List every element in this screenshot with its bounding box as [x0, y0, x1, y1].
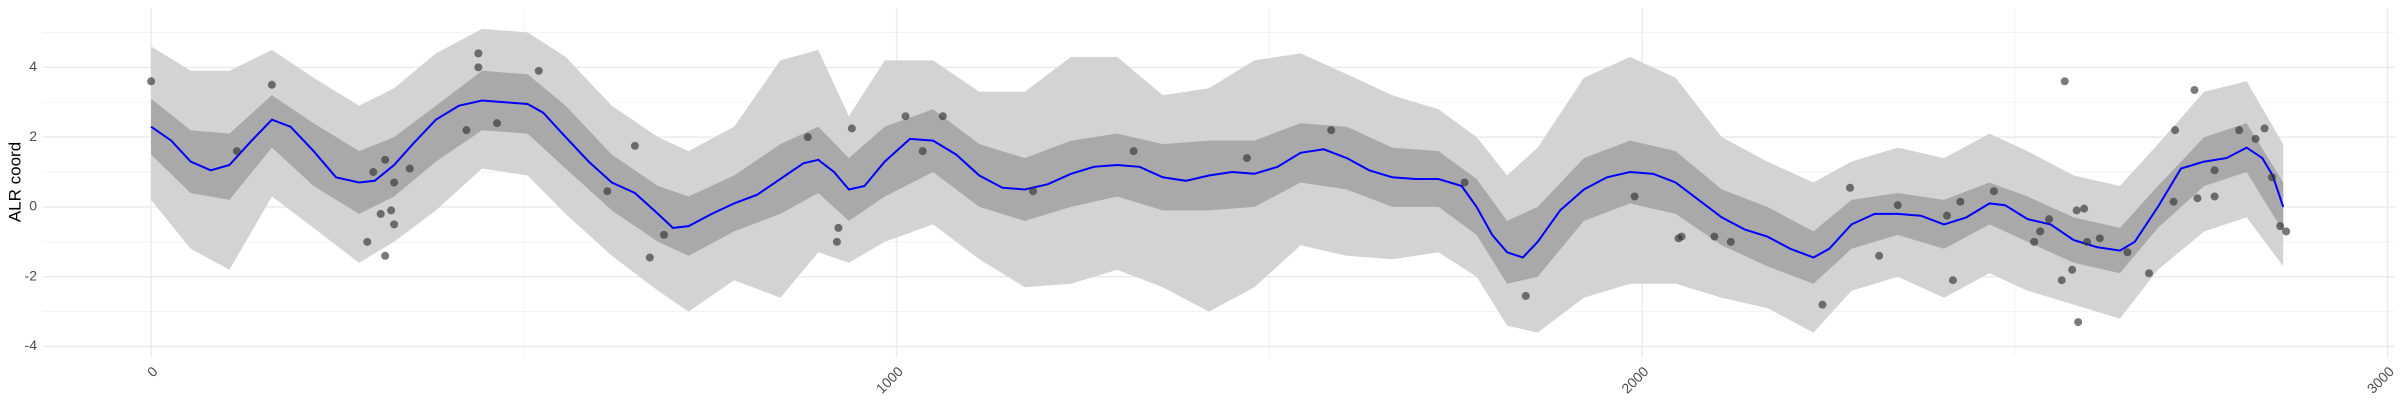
data-point [2080, 204, 2089, 213]
data-point [1521, 291, 1530, 300]
data-point [381, 155, 390, 164]
data-point [630, 141, 639, 150]
lines [150, 99, 2285, 259]
data-point [492, 119, 501, 128]
data-point [363, 237, 372, 246]
data-point [369, 168, 378, 177]
data-point [390, 178, 399, 187]
data-point [2074, 318, 2083, 327]
data-point [1460, 178, 1469, 187]
data-point [659, 230, 668, 239]
data-point [267, 80, 276, 89]
data-point [901, 112, 910, 121]
data-point [1630, 192, 1639, 201]
data-point [1893, 201, 1902, 210]
data-point [376, 209, 385, 218]
data-point [2095, 234, 2104, 243]
data-point [847, 124, 856, 133]
y-tick-label: 0 [29, 198, 37, 214]
data-point [2144, 269, 2153, 278]
y-tick-label: 4 [29, 58, 37, 74]
y-tick-label: -2 [25, 267, 38, 283]
data-point [474, 49, 483, 58]
data-point [405, 164, 414, 173]
data-point [1875, 251, 1884, 260]
data-point [2171, 126, 2180, 135]
y-tick-label: 2 [29, 128, 37, 144]
data-point [1818, 300, 1827, 309]
data-point [1846, 183, 1855, 192]
data-point [381, 251, 390, 260]
y-tick-label: -4 [25, 337, 38, 353]
data-point [2036, 227, 2045, 236]
data-point [2260, 124, 2269, 133]
data-point [645, 253, 654, 262]
data-point [1710, 232, 1719, 241]
points [147, 49, 2291, 327]
data-point [834, 223, 843, 232]
x-tick-label: 0 [144, 363, 161, 380]
data-point [2251, 134, 2260, 143]
data-point [1029, 187, 1038, 196]
data-point [2169, 197, 2178, 206]
data-point [2235, 126, 2244, 135]
data-point [2267, 173, 2276, 182]
data-point [1677, 232, 1686, 241]
mean-line [150, 99, 2285, 259]
data-point [2030, 237, 2039, 246]
x-tick-label: 3000 [2364, 363, 2397, 396]
x-tick-label: 1000 [873, 363, 906, 396]
data-point [1129, 147, 1138, 156]
data-point [1948, 276, 1957, 285]
data-point [803, 133, 812, 142]
data-point [2072, 206, 2081, 215]
data-point [1327, 126, 1336, 135]
data-point [1942, 211, 1951, 220]
data-point [1242, 154, 1251, 163]
data-point [2060, 77, 2069, 86]
data-point [474, 63, 483, 72]
data-point [832, 237, 841, 246]
data-point [1726, 237, 1735, 246]
x-tick-label: 2000 [1618, 363, 1651, 396]
data-point [2083, 237, 2092, 246]
data-point [462, 126, 471, 135]
data-point [2123, 248, 2132, 257]
data-point [2068, 265, 2077, 274]
bands [151, 28, 2284, 333]
data-point [603, 187, 612, 196]
data-point [2190, 86, 2199, 95]
data-point [918, 147, 927, 156]
data-point [2057, 276, 2066, 285]
data-point [2210, 192, 2219, 201]
data-point [2193, 194, 2202, 203]
data-point [1956, 197, 1965, 206]
data-point [2276, 222, 2285, 231]
data-point [938, 112, 947, 121]
data-point [390, 220, 399, 229]
data-point [232, 147, 241, 156]
data-point [2210, 166, 2219, 175]
data-point [2045, 215, 2054, 224]
data-point [534, 66, 543, 75]
data-point [387, 206, 396, 215]
y-axis-title: ALR coord [5, 142, 24, 222]
data-point [147, 77, 156, 86]
data-point [2282, 227, 2291, 236]
data-point [1989, 187, 1998, 196]
